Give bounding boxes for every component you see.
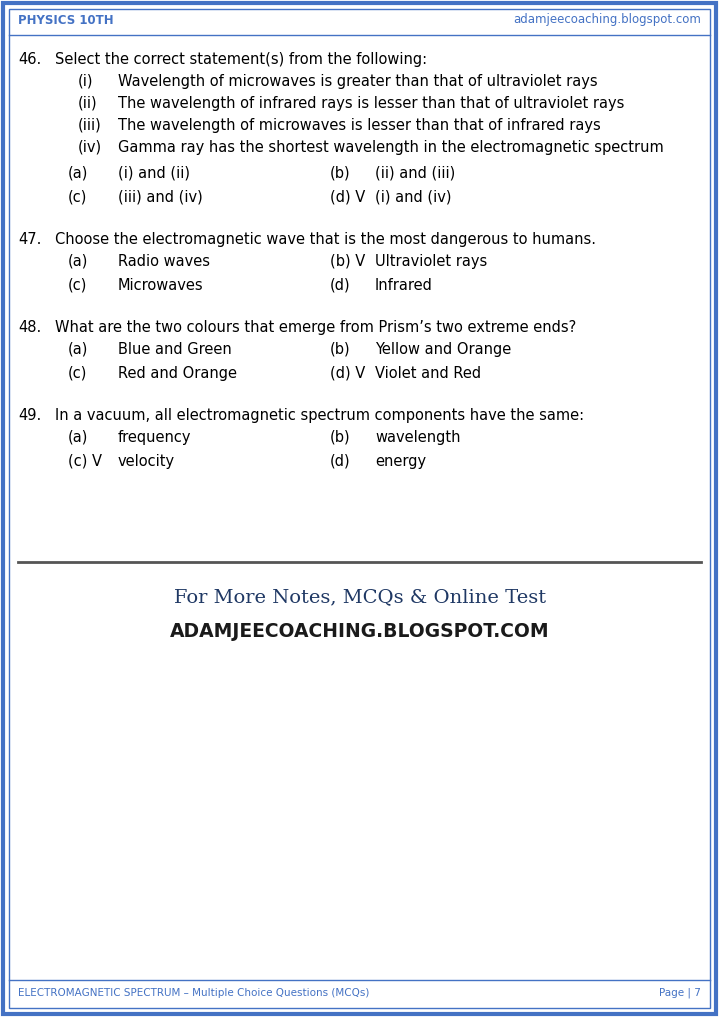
Text: 48.: 48. (18, 320, 41, 335)
Text: (c): (c) (68, 366, 88, 381)
Text: (ii) and (iii): (ii) and (iii) (375, 166, 455, 181)
Text: wavelength: wavelength (375, 430, 460, 445)
Text: (a): (a) (68, 342, 88, 357)
Text: (c) V: (c) V (68, 454, 102, 469)
Text: Infrared: Infrared (375, 278, 433, 293)
Text: (a): (a) (68, 254, 88, 270)
Text: (c): (c) (68, 278, 88, 293)
Text: 49.: 49. (18, 408, 41, 423)
Text: (b) V: (b) V (330, 254, 365, 270)
Text: Wavelength of microwaves is greater than that of ultraviolet rays: Wavelength of microwaves is greater than… (118, 74, 597, 89)
Text: PHYSICS 10TH: PHYSICS 10TH (18, 13, 114, 26)
Text: Violet and Red: Violet and Red (375, 366, 481, 381)
Text: The wavelength of microwaves is lesser than that of infrared rays: The wavelength of microwaves is lesser t… (118, 118, 601, 133)
Text: (i) and (ii): (i) and (ii) (118, 166, 190, 181)
Text: ELECTROMAGNETIC SPECTRUM – Multiple Choice Questions (MCQs): ELECTROMAGNETIC SPECTRUM – Multiple Choi… (18, 988, 370, 998)
Text: (a): (a) (68, 430, 88, 445)
Text: Choose the electromagnetic wave that is the most dangerous to humans.: Choose the electromagnetic wave that is … (55, 232, 596, 247)
Text: frequency: frequency (118, 430, 191, 445)
Text: (b): (b) (330, 342, 351, 357)
Text: Microwaves: Microwaves (118, 278, 203, 293)
Text: (b): (b) (330, 430, 351, 445)
Text: (i) and (iv): (i) and (iv) (375, 190, 452, 205)
Text: 47.: 47. (18, 232, 42, 247)
Text: The wavelength of infrared rays is lesser than that of ultraviolet rays: The wavelength of infrared rays is lesse… (118, 96, 624, 111)
Text: Page | 7: Page | 7 (659, 988, 701, 999)
Text: For More Notes, MCQs & Online Test: For More Notes, MCQs & Online Test (174, 588, 546, 606)
Text: (d) V: (d) V (330, 190, 365, 205)
Text: (c): (c) (68, 190, 88, 205)
Text: Select the correct statement(s) from the following:: Select the correct statement(s) from the… (55, 52, 427, 67)
Text: (iii): (iii) (78, 118, 102, 133)
Text: adamjeecoaching.blogspot.com: adamjeecoaching.blogspot.com (513, 13, 701, 26)
Text: velocity: velocity (118, 454, 175, 469)
Text: (iii) and (iv): (iii) and (iv) (118, 190, 203, 205)
Text: (i): (i) (78, 74, 93, 89)
Text: (ii): (ii) (78, 96, 98, 111)
Text: ADAMJEECOACHING.BLOGSPOT.COM: ADAMJEECOACHING.BLOGSPOT.COM (170, 622, 550, 641)
Text: (iv): (iv) (78, 140, 102, 155)
Text: What are the two colours that emerge from Prism’s two extreme ends?: What are the two colours that emerge fro… (55, 320, 576, 335)
Text: Yellow and Orange: Yellow and Orange (375, 342, 511, 357)
Text: (b): (b) (330, 166, 351, 181)
Text: In a vacuum, all electromagnetic spectrum components have the same:: In a vacuum, all electromagnetic spectru… (55, 408, 584, 423)
Text: (a): (a) (68, 166, 88, 181)
Text: Ultraviolet rays: Ultraviolet rays (375, 254, 487, 270)
Text: Red and Orange: Red and Orange (118, 366, 237, 381)
Text: Blue and Green: Blue and Green (118, 342, 232, 357)
Text: (d): (d) (330, 454, 351, 469)
Text: (d): (d) (330, 278, 351, 293)
Text: Gamma ray has the shortest wavelength in the electromagnetic spectrum: Gamma ray has the shortest wavelength in… (118, 140, 664, 155)
Text: Adamjeecoaching: Adamjeecoaching (130, 493, 549, 1007)
Text: Radio waves: Radio waves (118, 254, 210, 270)
Text: (d) V: (d) V (330, 366, 365, 381)
Text: 46.: 46. (18, 52, 41, 67)
Text: energy: energy (375, 454, 426, 469)
